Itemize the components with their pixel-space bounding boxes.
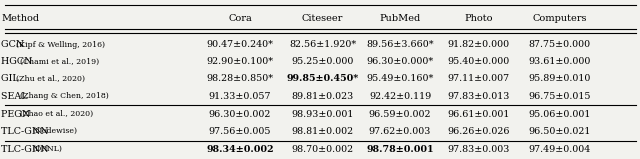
Text: 98.93±0.001: 98.93±0.001: [291, 110, 354, 119]
Text: 82.56±1.920*: 82.56±1.920*: [289, 40, 356, 49]
Text: 97.62±0.003: 97.62±0.003: [369, 127, 431, 136]
Text: HGCN: HGCN: [1, 57, 36, 66]
Text: 97.83±0.013: 97.83±0.013: [447, 92, 510, 100]
Text: 95.25±0.000: 95.25±0.000: [291, 57, 354, 66]
Text: 96.30±0.002: 96.30±0.002: [209, 110, 271, 119]
Text: TLC-GNN: TLC-GNN: [1, 145, 52, 154]
Text: 98.28±0.850*: 98.28±0.850*: [207, 74, 273, 83]
Text: 89.81±0.023: 89.81±0.023: [291, 92, 354, 100]
Text: Photo: Photo: [465, 14, 493, 23]
Text: 91.33±0.057: 91.33±0.057: [209, 92, 271, 100]
Text: (Chami et al., 2019): (Chami et al., 2019): [20, 58, 99, 66]
Text: Method: Method: [1, 14, 40, 23]
Text: 93.61±0.000: 93.61±0.000: [528, 57, 591, 66]
Text: 95.89±0.010: 95.89±0.010: [528, 74, 591, 83]
Text: 95.49±0.160*: 95.49±0.160*: [366, 74, 434, 83]
Text: 97.83±0.003: 97.83±0.003: [447, 145, 510, 154]
Text: 98.78±0.001: 98.78±0.001: [366, 145, 434, 154]
Text: GCN: GCN: [1, 40, 28, 49]
Text: GIL: GIL: [1, 74, 22, 83]
Text: 98.81±0.002: 98.81±0.002: [291, 127, 354, 136]
Text: 87.75±0.000: 87.75±0.000: [528, 40, 591, 49]
Text: 96.59±0.002: 96.59±0.002: [369, 110, 431, 119]
Text: 90.47±0.240*: 90.47±0.240*: [207, 40, 273, 49]
Text: 97.56±0.005: 97.56±0.005: [209, 127, 271, 136]
Text: 96.75±0.015: 96.75±0.015: [528, 92, 591, 100]
Text: 95.06±0.001: 95.06±0.001: [528, 110, 591, 119]
Text: TLC-GNN: TLC-GNN: [1, 127, 52, 136]
Text: 97.11±0.007: 97.11±0.007: [447, 74, 510, 83]
Text: (Nodewise): (Nodewise): [32, 127, 77, 135]
Text: Citeseer: Citeseer: [302, 14, 343, 23]
Text: (DRNL): (DRNL): [32, 145, 61, 153]
Text: PEGN: PEGN: [1, 110, 33, 119]
Text: (Zhao et al., 2020): (Zhao et al., 2020): [20, 110, 93, 118]
Text: 95.40±0.000: 95.40±0.000: [447, 57, 510, 66]
Text: (Kipf & Welling, 2016): (Kipf & Welling, 2016): [15, 41, 104, 48]
Text: SEAL: SEAL: [1, 92, 31, 100]
Text: PubMed: PubMed: [380, 14, 420, 23]
Text: 96.30±0.000*: 96.30±0.000*: [366, 57, 434, 66]
Text: Cora: Cora: [228, 14, 252, 23]
Text: (Zhang & Chen, 2018): (Zhang & Chen, 2018): [20, 92, 108, 100]
Text: 98.70±0.002: 98.70±0.002: [291, 145, 354, 154]
Text: 97.49±0.004: 97.49±0.004: [528, 145, 591, 154]
Text: 92.42±0.119: 92.42±0.119: [369, 92, 431, 100]
Text: 96.61±0.001: 96.61±0.001: [447, 110, 510, 119]
Text: 89.56±3.660*: 89.56±3.660*: [366, 40, 434, 49]
Text: 96.50±0.021: 96.50±0.021: [528, 127, 591, 136]
Text: 92.90±0.100*: 92.90±0.100*: [207, 57, 273, 66]
Text: (Zhu et al., 2020): (Zhu et al., 2020): [15, 75, 84, 83]
Text: 98.34±0.002: 98.34±0.002: [206, 145, 274, 154]
Text: 91.82±0.000: 91.82±0.000: [447, 40, 510, 49]
Text: 96.26±0.026: 96.26±0.026: [447, 127, 510, 136]
Text: Computers: Computers: [532, 14, 587, 23]
Text: 99.85±0.450*: 99.85±0.450*: [287, 74, 358, 83]
